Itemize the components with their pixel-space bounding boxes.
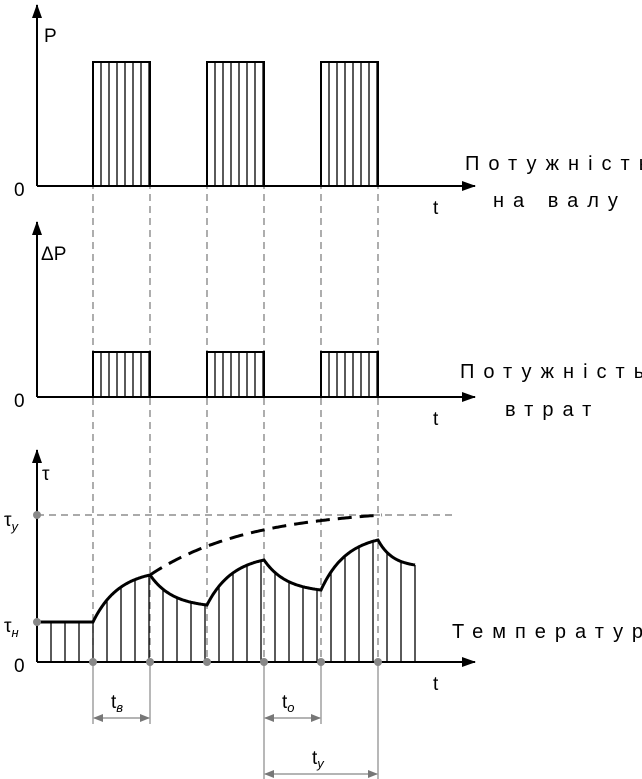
- origin: 0: [14, 180, 25, 201]
- symbol: τ: [4, 616, 12, 637]
- level-label: τу: [4, 510, 20, 534]
- caption: втрат: [505, 399, 600, 421]
- level-label: τн: [4, 616, 19, 640]
- dot: [33, 511, 41, 519]
- x-label: t: [433, 674, 439, 695]
- dot: [374, 658, 382, 666]
- symbol: t: [282, 692, 288, 713]
- pulse: [206, 61, 265, 186]
- y-label: τ: [42, 464, 50, 485]
- subscript: у: [316, 756, 325, 771]
- interval-label: tв: [111, 692, 123, 715]
- subscript: н: [12, 625, 19, 640]
- pulse: [92, 61, 151, 186]
- caption: Температура: [452, 621, 642, 643]
- symbol: τ: [4, 510, 12, 531]
- axes: [32, 4, 476, 667]
- y-label: ΔP: [41, 244, 66, 265]
- subscript: о: [287, 700, 294, 715]
- caption: Потужність: [465, 153, 642, 175]
- interval-label: tу: [312, 748, 325, 771]
- x-label: t: [433, 198, 439, 219]
- subscript: у: [11, 519, 20, 534]
- caption: на валу: [493, 190, 627, 212]
- pulse: [320, 61, 379, 186]
- interval-label: tо: [282, 692, 295, 715]
- dot: [203, 658, 211, 666]
- subscript: в: [116, 700, 123, 715]
- pulse: [92, 351, 151, 397]
- waveforms: [33, 61, 416, 666]
- x-label: t: [433, 409, 439, 430]
- temperature-curve: [37, 538, 416, 624]
- steady-curve: [149, 513, 383, 577]
- origin: 0: [14, 391, 25, 412]
- pulse: [320, 351, 379, 397]
- dot: [317, 658, 325, 666]
- origin: 0: [14, 656, 25, 677]
- dot: [260, 658, 268, 666]
- dot: [89, 658, 97, 666]
- pulse: [206, 351, 265, 397]
- dot: [146, 658, 154, 666]
- guides: [37, 62, 455, 779]
- y-label: P: [44, 26, 57, 47]
- symbol: t: [111, 692, 117, 713]
- caption: Потужність: [460, 361, 642, 383]
- symbol: t: [312, 748, 318, 769]
- dot: [33, 618, 41, 626]
